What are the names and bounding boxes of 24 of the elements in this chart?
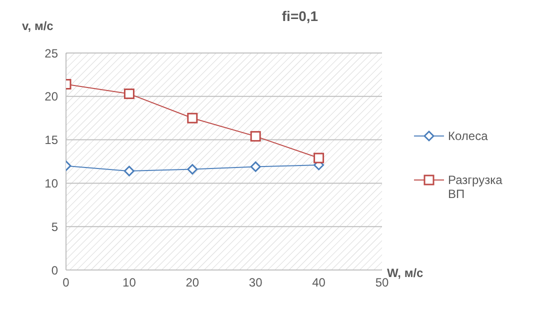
legend-label: Разгрузка ВП bbox=[448, 173, 504, 201]
x-tick-label: 50 bbox=[375, 276, 389, 290]
chart-title: fi=0,1 bbox=[282, 8, 318, 24]
legend-label: Колеса bbox=[448, 129, 489, 143]
point bbox=[124, 166, 134, 176]
point bbox=[250, 131, 261, 142]
y-tick-label: 15 bbox=[44, 133, 58, 148]
point bbox=[124, 88, 134, 100]
y-tick-label: 10 bbox=[44, 176, 58, 190]
y-axis-title: v, м/с bbox=[22, 19, 54, 33]
point bbox=[250, 161, 261, 172]
point bbox=[314, 152, 324, 164]
y-tick-label: 0 bbox=[51, 263, 58, 278]
point bbox=[187, 112, 198, 124]
y-tick-label: 5 bbox=[51, 220, 58, 234]
x-axis-title: W, м/с bbox=[387, 266, 424, 280]
x-tick-label: 40 bbox=[312, 276, 326, 290]
x-tick-label: 20 bbox=[186, 276, 200, 290]
y-tick-label: 20 bbox=[44, 90, 58, 104]
x-tick-label: 0 bbox=[62, 276, 70, 290]
x-tick-label: 30 bbox=[248, 276, 263, 290]
x-tick-label: 10 bbox=[122, 276, 136, 290]
y-tick-label: 25 bbox=[44, 46, 58, 60]
point bbox=[187, 164, 198, 175]
